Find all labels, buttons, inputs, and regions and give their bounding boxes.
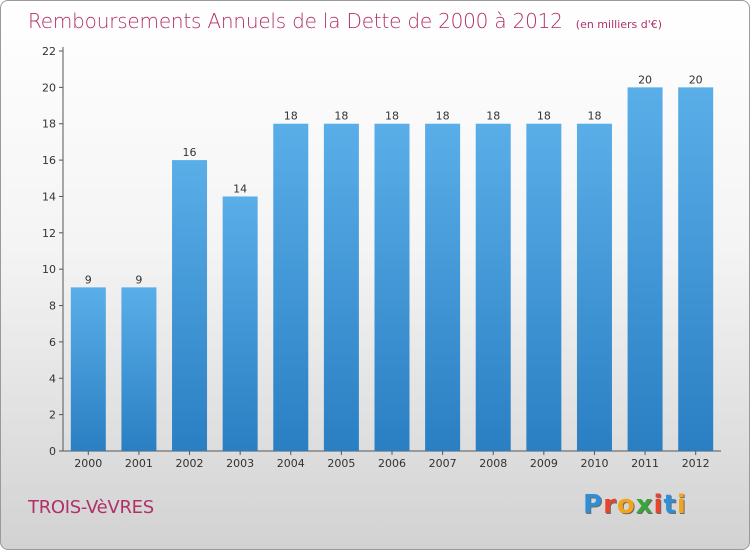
bar-2005[interactable] [323,123,359,452]
bar-2008[interactable] [475,123,511,452]
bar-2000[interactable] [70,287,106,451]
x-tick-label-2008: 2008 [479,457,507,470]
bar-2004[interactable] [273,123,309,452]
x-tick-label-2010: 2010 [580,457,608,470]
data-label-2011: 20 [638,73,652,86]
y-tick-label: 20 [42,81,56,94]
bar-2002[interactable] [172,160,208,451]
x-tick-label-2005: 2005 [327,457,355,470]
y-tick-label: 18 [42,118,56,131]
bar-2012[interactable] [678,87,714,451]
chart-title-unit: (en milliers d'€) [575,18,663,31]
x-tick-label-2012: 2012 [682,457,710,470]
bar-2010[interactable] [576,123,612,452]
chart-title: Remboursements Annuels de la Dette de 20… [28,9,662,33]
bar-2001[interactable] [121,287,157,451]
x-tick-label-2004: 2004 [277,457,305,470]
logo-letter: i [653,490,664,520]
data-label-2003: 14 [233,182,247,195]
bar-2007[interactable] [425,123,461,452]
logo-letter: x [635,490,654,520]
commune-name: TROIS-VèVRES [28,497,154,518]
data-label-2004: 18 [284,110,298,123]
data-label-2005: 18 [334,110,348,123]
data-label-2002: 16 [183,146,197,159]
proxiti-logo[interactable]: Proxiti [583,490,687,520]
data-label-2008: 18 [486,110,500,123]
x-tick-label-2006: 2006 [378,457,406,470]
bar-2009[interactable] [526,123,562,452]
y-tick-label: 16 [42,154,56,167]
x-tick-label-2011: 2011 [631,457,659,470]
data-label-2009: 18 [537,110,551,123]
bar-2006[interactable] [374,123,410,452]
y-tick-label: 10 [42,263,56,276]
y-tick-label: 8 [49,300,56,313]
data-label-2007: 18 [436,110,450,123]
x-tick-label-2001: 2001 [125,457,153,470]
x-tick-label-2009: 2009 [530,457,558,470]
bar-2011[interactable] [627,87,663,451]
logo-letter: r [603,490,617,520]
logo-letter: i [676,490,687,520]
logo-letter: P [583,490,604,520]
y-tick-label: 14 [42,190,56,203]
y-tick-label: 6 [49,336,56,349]
x-tick-label-2007: 2007 [429,457,457,470]
y-tick-label: 2 [49,409,56,422]
logo-letter: t [663,490,677,520]
bar-2003[interactable] [222,196,258,451]
data-label-2001: 9 [135,273,142,286]
x-tick-label-2002: 2002 [176,457,204,470]
x-tick-label-2003: 2003 [226,457,254,470]
data-label-2010: 18 [587,110,601,123]
chart-title-main: Remboursements Annuels de la Dette de 20… [28,9,563,33]
y-tick-label: 0 [49,445,56,458]
y-tick-label: 4 [49,372,56,385]
data-label-2000: 9 [85,273,92,286]
data-label-2012: 20 [689,73,703,86]
data-label-2006: 18 [385,110,399,123]
y-tick-label: 12 [42,227,56,240]
x-tick-label-2000: 2000 [74,457,102,470]
logo-letter: o [616,490,636,520]
y-tick-label: 22 [42,45,56,58]
